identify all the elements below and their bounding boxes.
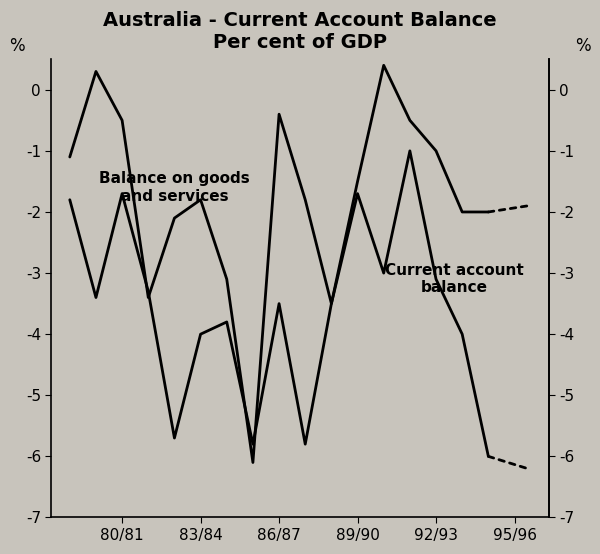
Text: %: % bbox=[9, 37, 25, 55]
Text: Balance on goods
and services: Balance on goods and services bbox=[99, 171, 250, 204]
Text: %: % bbox=[575, 37, 591, 55]
Title: Australia - Current Account Balance
Per cent of GDP: Australia - Current Account Balance Per … bbox=[103, 11, 497, 52]
Text: Current account
balance: Current account balance bbox=[385, 263, 524, 295]
